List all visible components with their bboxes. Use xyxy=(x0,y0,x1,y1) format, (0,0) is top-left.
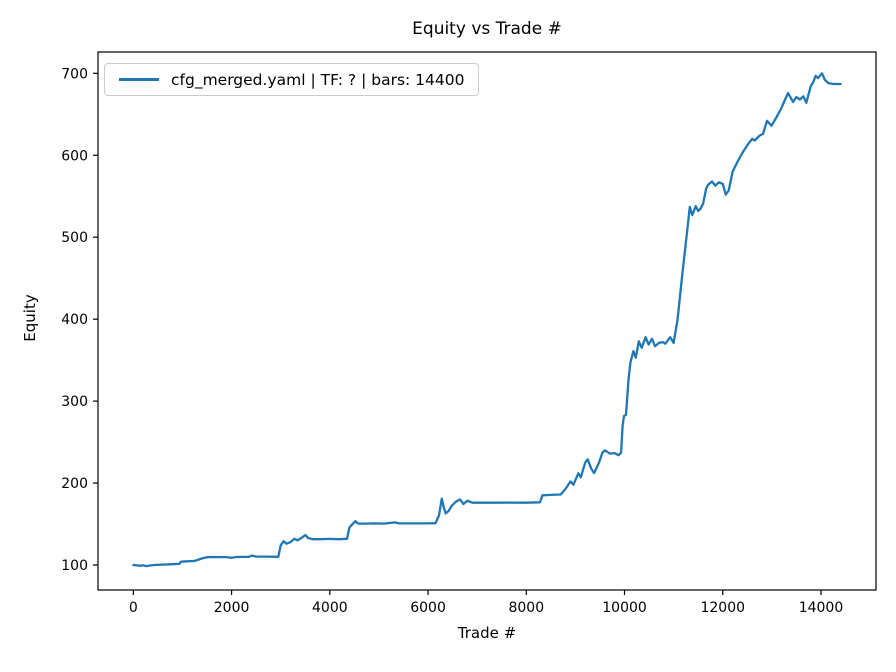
y-tick-label: 100 xyxy=(61,558,88,574)
equity-line xyxy=(132,72,842,568)
y-tick-label: 200 xyxy=(61,476,88,492)
x-tick-label: 0 xyxy=(129,600,138,616)
legend-label: cfg_merged.yaml | TF: ? | bars: 14400 xyxy=(171,70,465,89)
x-tick-label: 2000 xyxy=(214,600,250,616)
x-axis-label: Trade # xyxy=(457,624,517,642)
y-tick-label: 400 xyxy=(61,312,88,328)
y-tick-label: 700 xyxy=(61,66,88,82)
x-tick-label: 12000 xyxy=(700,600,745,616)
y-tick-label: 300 xyxy=(61,394,88,410)
x-tick-label: 6000 xyxy=(410,600,446,616)
y-axis-label: Equity xyxy=(21,294,39,342)
chart-title: Equity vs Trade # xyxy=(412,19,562,39)
x-tick-label: 10000 xyxy=(602,600,647,616)
x-tick-label: 8000 xyxy=(508,600,544,616)
axes-frame xyxy=(97,51,877,591)
y-tick-label: 500 xyxy=(61,230,88,246)
legend-line-swatch xyxy=(119,78,159,81)
y-tick-label: 600 xyxy=(61,148,88,164)
x-tick-label: 4000 xyxy=(312,600,348,616)
legend: cfg_merged.yaml | TF: ? | bars: 14400 xyxy=(104,63,480,96)
x-tick-label: 14000 xyxy=(799,600,844,616)
